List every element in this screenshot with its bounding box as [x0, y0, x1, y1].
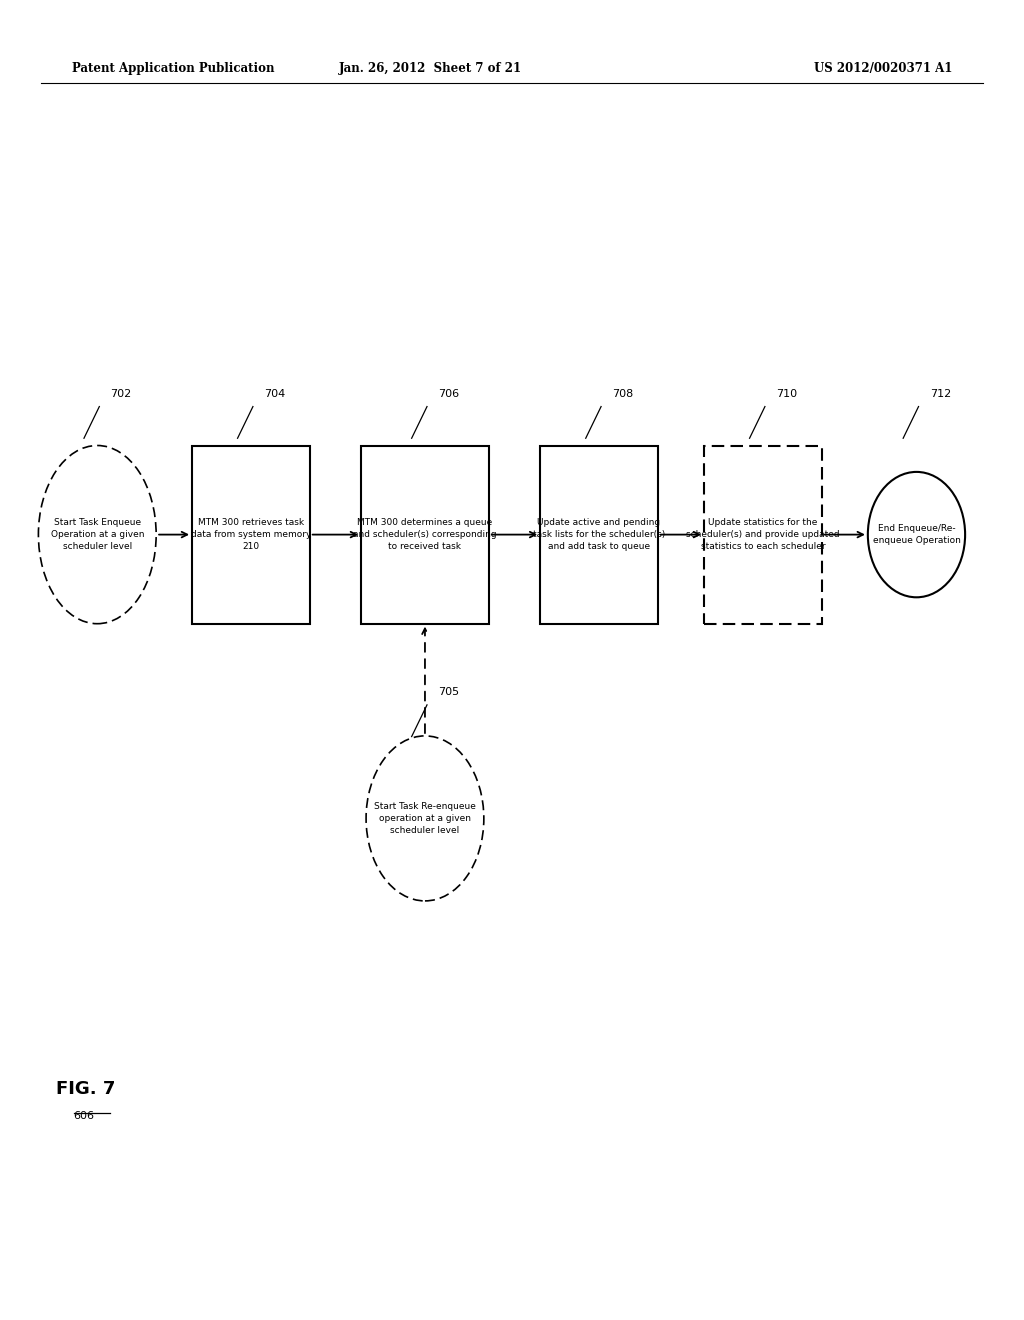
FancyBboxPatch shape: [705, 446, 821, 624]
Text: 606: 606: [74, 1111, 95, 1122]
FancyBboxPatch shape: [193, 446, 309, 624]
Ellipse shape: [868, 471, 965, 597]
Text: 706: 706: [438, 388, 460, 399]
Text: End Enqueue/Re-
enqueue Operation: End Enqueue/Re- enqueue Operation: [872, 524, 961, 545]
Text: 712: 712: [930, 388, 951, 399]
FancyBboxPatch shape: [360, 446, 489, 624]
Text: 704: 704: [264, 388, 286, 399]
Text: FIG. 7: FIG. 7: [56, 1080, 116, 1098]
Ellipse shape: [367, 737, 483, 902]
Text: Update active and pending
task lists for the scheduler(s)
and add task to queue: Update active and pending task lists for…: [532, 519, 666, 550]
Text: 705: 705: [438, 686, 460, 697]
Text: Patent Application Publication: Patent Application Publication: [72, 62, 274, 75]
Text: MTM 300 retrieves task
data from system memory
210: MTM 300 retrieves task data from system …: [190, 519, 311, 550]
Text: 708: 708: [612, 388, 634, 399]
Text: MTM 300 determines a queue
and scheduler(s) corresponding
to received task: MTM 300 determines a queue and scheduler…: [353, 519, 497, 550]
FancyBboxPatch shape: [541, 446, 657, 624]
Ellipse shape: [39, 446, 156, 624]
Text: 702: 702: [111, 388, 132, 399]
Text: 710: 710: [776, 388, 798, 399]
Text: Start Task Re-enqueue
operation at a given
scheduler level: Start Task Re-enqueue operation at a giv…: [374, 803, 476, 834]
Text: US 2012/0020371 A1: US 2012/0020371 A1: [814, 62, 952, 75]
Text: Start Task Enqueue
Operation at a given
scheduler level: Start Task Enqueue Operation at a given …: [50, 519, 144, 550]
Text: Update statistics for the
scheduler(s) and provide updated
statistics to each sc: Update statistics for the scheduler(s) a…: [686, 519, 840, 550]
Text: Jan. 26, 2012  Sheet 7 of 21: Jan. 26, 2012 Sheet 7 of 21: [339, 62, 521, 75]
